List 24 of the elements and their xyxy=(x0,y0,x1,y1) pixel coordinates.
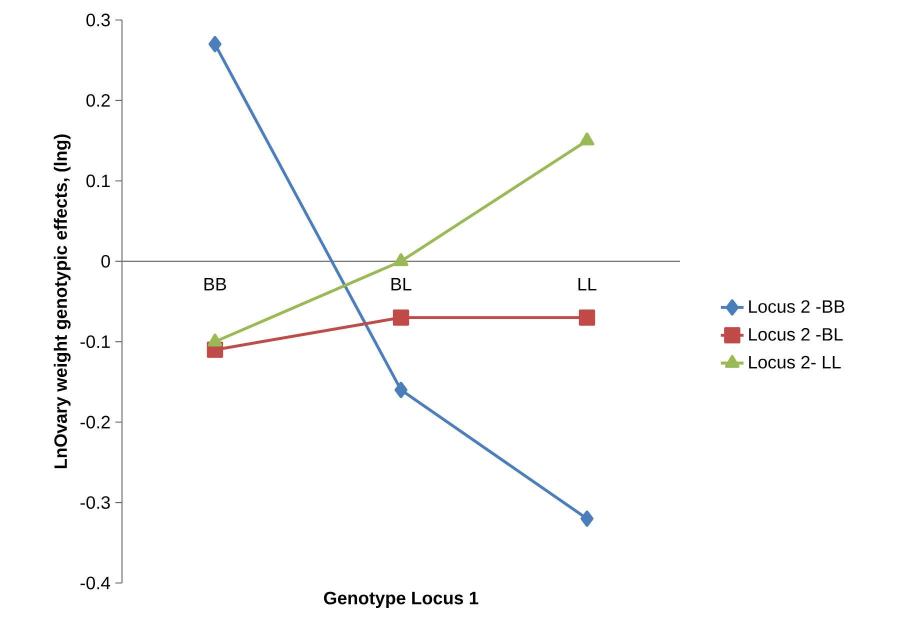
legend-label: Locus 2 -BL xyxy=(749,328,843,341)
point xyxy=(394,253,408,266)
x-tick-label: BL xyxy=(392,278,412,290)
y-tick-label: 0.3 xyxy=(86,14,110,26)
point xyxy=(580,510,594,527)
legend-label: Locus 2 -BB xyxy=(749,300,844,313)
y-tick-label: -0.1 xyxy=(80,335,110,348)
x-tick-label: LL xyxy=(578,278,596,290)
point xyxy=(578,309,596,326)
x-axis-title: Genotype Locus 1 xyxy=(324,592,478,608)
y-tick-label: -0.2 xyxy=(80,416,110,428)
y-tick-label: 0.2 xyxy=(86,94,110,107)
point xyxy=(208,36,222,52)
x-tick-label: BB xyxy=(204,278,226,290)
point xyxy=(208,334,222,347)
y-tick-label: 0 xyxy=(101,254,110,268)
point xyxy=(580,132,594,146)
point xyxy=(394,382,408,398)
y-axis-title: LnOvary weight genotypic effects, (lng) xyxy=(54,134,71,468)
y-tick-label: -0.4 xyxy=(80,576,110,590)
y-tick-label: 0.1 xyxy=(86,174,110,188)
y-tick-label: -0.3 xyxy=(80,496,110,509)
legend-label: Locus 2- LL xyxy=(749,356,841,369)
point xyxy=(392,309,410,326)
